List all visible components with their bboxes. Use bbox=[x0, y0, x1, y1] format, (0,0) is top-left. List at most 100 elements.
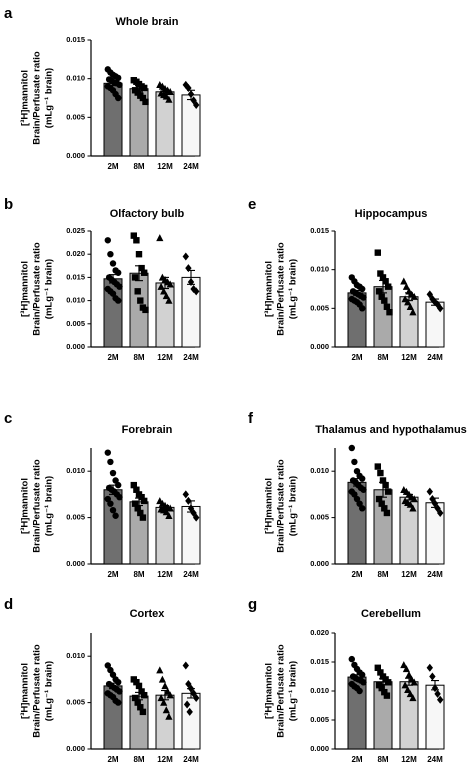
data-point bbox=[378, 684, 385, 692]
chart-title: Whole brain bbox=[116, 16, 179, 28]
points-2M bbox=[348, 655, 367, 695]
data-point bbox=[400, 277, 408, 285]
y-axis-label-line: Brain/Perfusate ratio bbox=[276, 242, 287, 336]
y-tick-label: 0.015 bbox=[310, 226, 329, 235]
data-point bbox=[139, 514, 147, 521]
panel-letter: b bbox=[4, 196, 13, 213]
x-tick-label: 2M bbox=[351, 570, 362, 579]
y-axis-label-line: [³H]mannitol bbox=[264, 261, 275, 317]
bar-24M bbox=[425, 684, 445, 750]
data-point bbox=[185, 264, 192, 273]
data-point bbox=[385, 679, 392, 686]
points-8M bbox=[130, 77, 149, 106]
y-axis-label-line: (mLg⁻¹ brain) bbox=[44, 68, 55, 128]
x-tick-label: 8M bbox=[133, 570, 144, 579]
data-point bbox=[406, 500, 414, 508]
data-point bbox=[431, 684, 439, 693]
data-point bbox=[187, 90, 195, 99]
data-point bbox=[360, 486, 367, 493]
data-point bbox=[348, 655, 355, 663]
data-point bbox=[130, 481, 137, 489]
data-point bbox=[104, 449, 112, 456]
data-point bbox=[359, 285, 366, 293]
points-8M bbox=[374, 249, 393, 316]
x-tick-label: 8M bbox=[133, 162, 144, 171]
data-point bbox=[375, 288, 383, 295]
data-point bbox=[107, 500, 114, 507]
data-point bbox=[356, 687, 363, 695]
data-point bbox=[116, 81, 123, 89]
y-tick-label: 0.005 bbox=[66, 319, 85, 328]
points-8M bbox=[374, 664, 392, 699]
y-axis-label: [³H]mannitol Brain/Perfusate ratio (mLg⁻¹ … bbox=[20, 242, 55, 336]
panel-a: a Whole brain [³H]mannitol Brain/Perfusate … bbox=[4, 5, 201, 171]
data-point bbox=[115, 269, 122, 276]
data-point bbox=[351, 491, 358, 498]
points-24M bbox=[426, 487, 444, 517]
y-tick-label: 0.010 bbox=[66, 466, 85, 475]
y-tick-label: 0.005 bbox=[310, 715, 329, 724]
x-tick-label: 24M bbox=[183, 353, 199, 362]
data-point bbox=[141, 84, 148, 92]
x-tick-label: 24M bbox=[427, 353, 443, 362]
points-2M bbox=[104, 237, 123, 304]
x-tick-label: 12M bbox=[157, 570, 173, 579]
data-point bbox=[104, 495, 112, 503]
points-12M bbox=[156, 234, 174, 304]
data-point bbox=[135, 251, 143, 258]
y-axis-label: [³H]mannitol Brain/Perfusate ratio (mLg⁻¹ … bbox=[264, 644, 299, 738]
data-point bbox=[359, 671, 366, 678]
x-tick-label: 2M bbox=[351, 755, 362, 764]
panel-letter: g bbox=[248, 596, 257, 613]
x-tick-label: 8M bbox=[377, 570, 388, 579]
panel-f: f Thalamus and hypothalamus [³H]mannitol Br… bbox=[248, 410, 467, 579]
data-point bbox=[130, 232, 137, 239]
data-point bbox=[383, 509, 391, 517]
data-point bbox=[437, 304, 444, 313]
data-point bbox=[161, 682, 169, 690]
data-point bbox=[115, 297, 122, 304]
data-point bbox=[401, 681, 409, 689]
data-point bbox=[116, 283, 123, 290]
data-point bbox=[182, 661, 189, 670]
panel-e: e Hippocampus [³H]mannitol Brain/Perfusate … bbox=[248, 196, 445, 362]
data-point bbox=[142, 306, 149, 314]
data-point bbox=[382, 278, 389, 285]
data-point bbox=[133, 237, 140, 244]
data-point bbox=[409, 694, 417, 702]
y-tick-label: 0.000 bbox=[66, 342, 85, 351]
points-8M bbox=[374, 463, 392, 517]
data-point bbox=[162, 706, 170, 714]
data-point bbox=[157, 694, 165, 702]
data-point bbox=[360, 294, 367, 301]
x-tick-label: 12M bbox=[157, 353, 173, 362]
x-tick-label: 24M bbox=[427, 755, 443, 764]
y-tick-label: 0.000 bbox=[310, 559, 329, 568]
data-point bbox=[141, 691, 148, 699]
data-point bbox=[377, 469, 384, 477]
y-axis-label-line: [³H]mannitol bbox=[20, 478, 31, 534]
data-point bbox=[116, 688, 123, 695]
data-point bbox=[377, 669, 384, 676]
data-point bbox=[193, 513, 200, 522]
data-point bbox=[360, 679, 367, 686]
points-24M bbox=[426, 663, 444, 704]
y-tick-label: 0.000 bbox=[310, 342, 329, 351]
data-point bbox=[115, 74, 122, 82]
points-24M bbox=[182, 80, 200, 109]
bar-24M bbox=[181, 692, 201, 750]
y-axis-label-line: (mLg⁻¹ brain) bbox=[288, 476, 299, 536]
data-point bbox=[351, 458, 358, 466]
data-point bbox=[109, 671, 117, 678]
data-point bbox=[359, 475, 366, 482]
x-tick-label: 24M bbox=[183, 755, 199, 764]
x-tick-label: 2M bbox=[107, 353, 118, 362]
points-2M bbox=[348, 274, 367, 312]
points-2M bbox=[104, 66, 123, 102]
panel-letter: d bbox=[4, 596, 13, 613]
data-point bbox=[137, 297, 144, 304]
y-axis-label-line: [³H]mannitol bbox=[264, 663, 275, 719]
data-point bbox=[410, 678, 418, 686]
y-axis-label-line: [³H]mannitol bbox=[20, 261, 31, 317]
y-tick-label: 0.010 bbox=[310, 686, 329, 695]
